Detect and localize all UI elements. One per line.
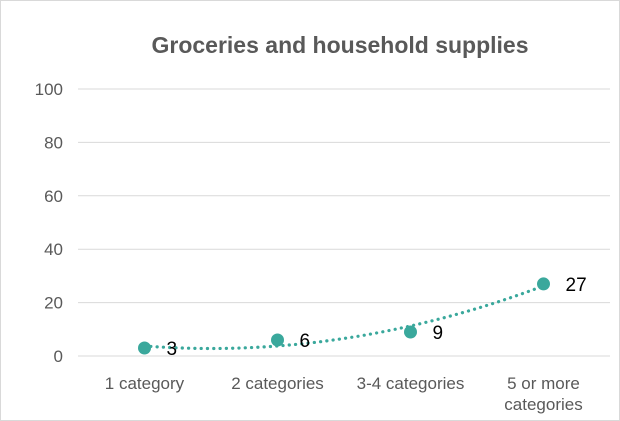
y-tick-label: 20	[44, 294, 63, 313]
x-axis-ticks: 1 category 2 categories 3-4 categories 5 or…	[105, 374, 583, 414]
x-tick-label-line: 1 category	[105, 374, 185, 393]
gridlines	[78, 88, 610, 357]
data-point	[271, 333, 284, 347]
y-axis-ticks: 0 20 40 60 80 100	[35, 80, 63, 366]
x-tick-label-line: 5 or more	[507, 374, 580, 393]
x-tick-label: 5 or more categories	[504, 374, 582, 414]
chart-title: Groceries and household supplies	[151, 32, 528, 58]
x-tick-label: 1 category	[105, 374, 185, 393]
x-tick-label-line: 3-4 categories	[357, 374, 465, 393]
data-points	[138, 277, 550, 355]
data-label: 6	[300, 331, 311, 352]
y-tick-label: 100	[35, 80, 63, 99]
data-point	[404, 325, 417, 339]
data-label: 3	[167, 339, 178, 360]
x-tick-label-line: 2 categories	[231, 374, 324, 393]
y-tick-label: 80	[44, 133, 63, 152]
data-point	[537, 277, 550, 291]
data-label: 9	[433, 323, 444, 344]
x-tick-label-line: categories	[504, 395, 582, 414]
y-tick-label: 40	[44, 240, 63, 259]
trendline	[142, 284, 546, 351]
x-tick-label: 3-4 categories	[357, 374, 465, 393]
x-tick-label: 2 categories	[231, 374, 324, 393]
data-point	[138, 341, 151, 355]
y-tick-label: 0	[54, 347, 63, 366]
y-tick-label: 60	[44, 187, 63, 206]
data-labels: 3 6 9 27	[167, 275, 587, 360]
data-label: 27	[566, 275, 587, 296]
